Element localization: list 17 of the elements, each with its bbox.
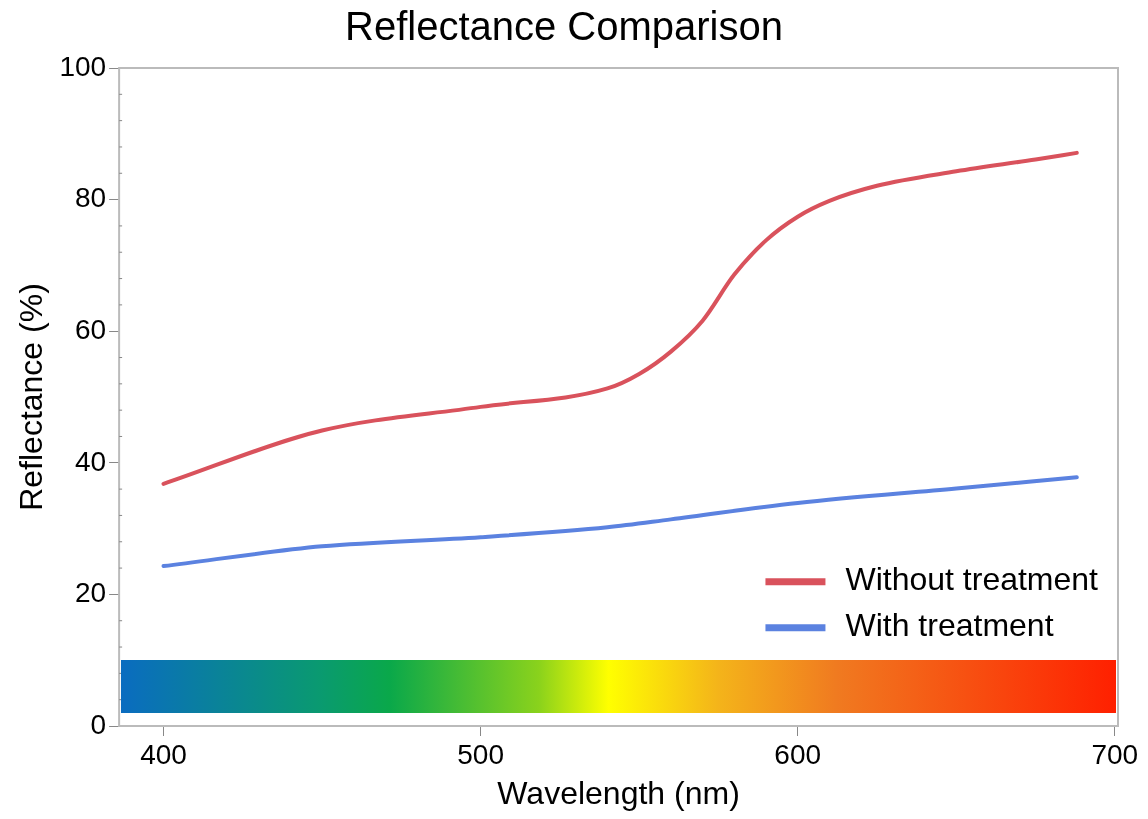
x-tick-label: 400 (140, 738, 187, 770)
line-series (161, 475, 1079, 569)
y-tick-label: 60 (74, 313, 107, 345)
x-tick-label: 600 (774, 738, 822, 770)
legend-label: With treatment (845, 607, 1054, 644)
x-axis-title: Wavelength (nm) (497, 774, 740, 811)
y-tick-label: 100 (59, 50, 107, 82)
y-tick-label: 0 (90, 708, 107, 740)
legend-label: Without treatment (845, 561, 1099, 598)
chart-title: Reflectance Comparison (345, 4, 783, 49)
y-tick-label: 80 (74, 182, 107, 214)
line-series (161, 150, 1079, 486)
y-axis-title: Reflectance (%) (13, 283, 50, 511)
x-tick-label: 700 (1091, 738, 1139, 770)
y-tick-label: 20 (74, 577, 107, 609)
y-tick-label: 40 (74, 445, 107, 477)
x-tick-label: 500 (457, 738, 504, 770)
